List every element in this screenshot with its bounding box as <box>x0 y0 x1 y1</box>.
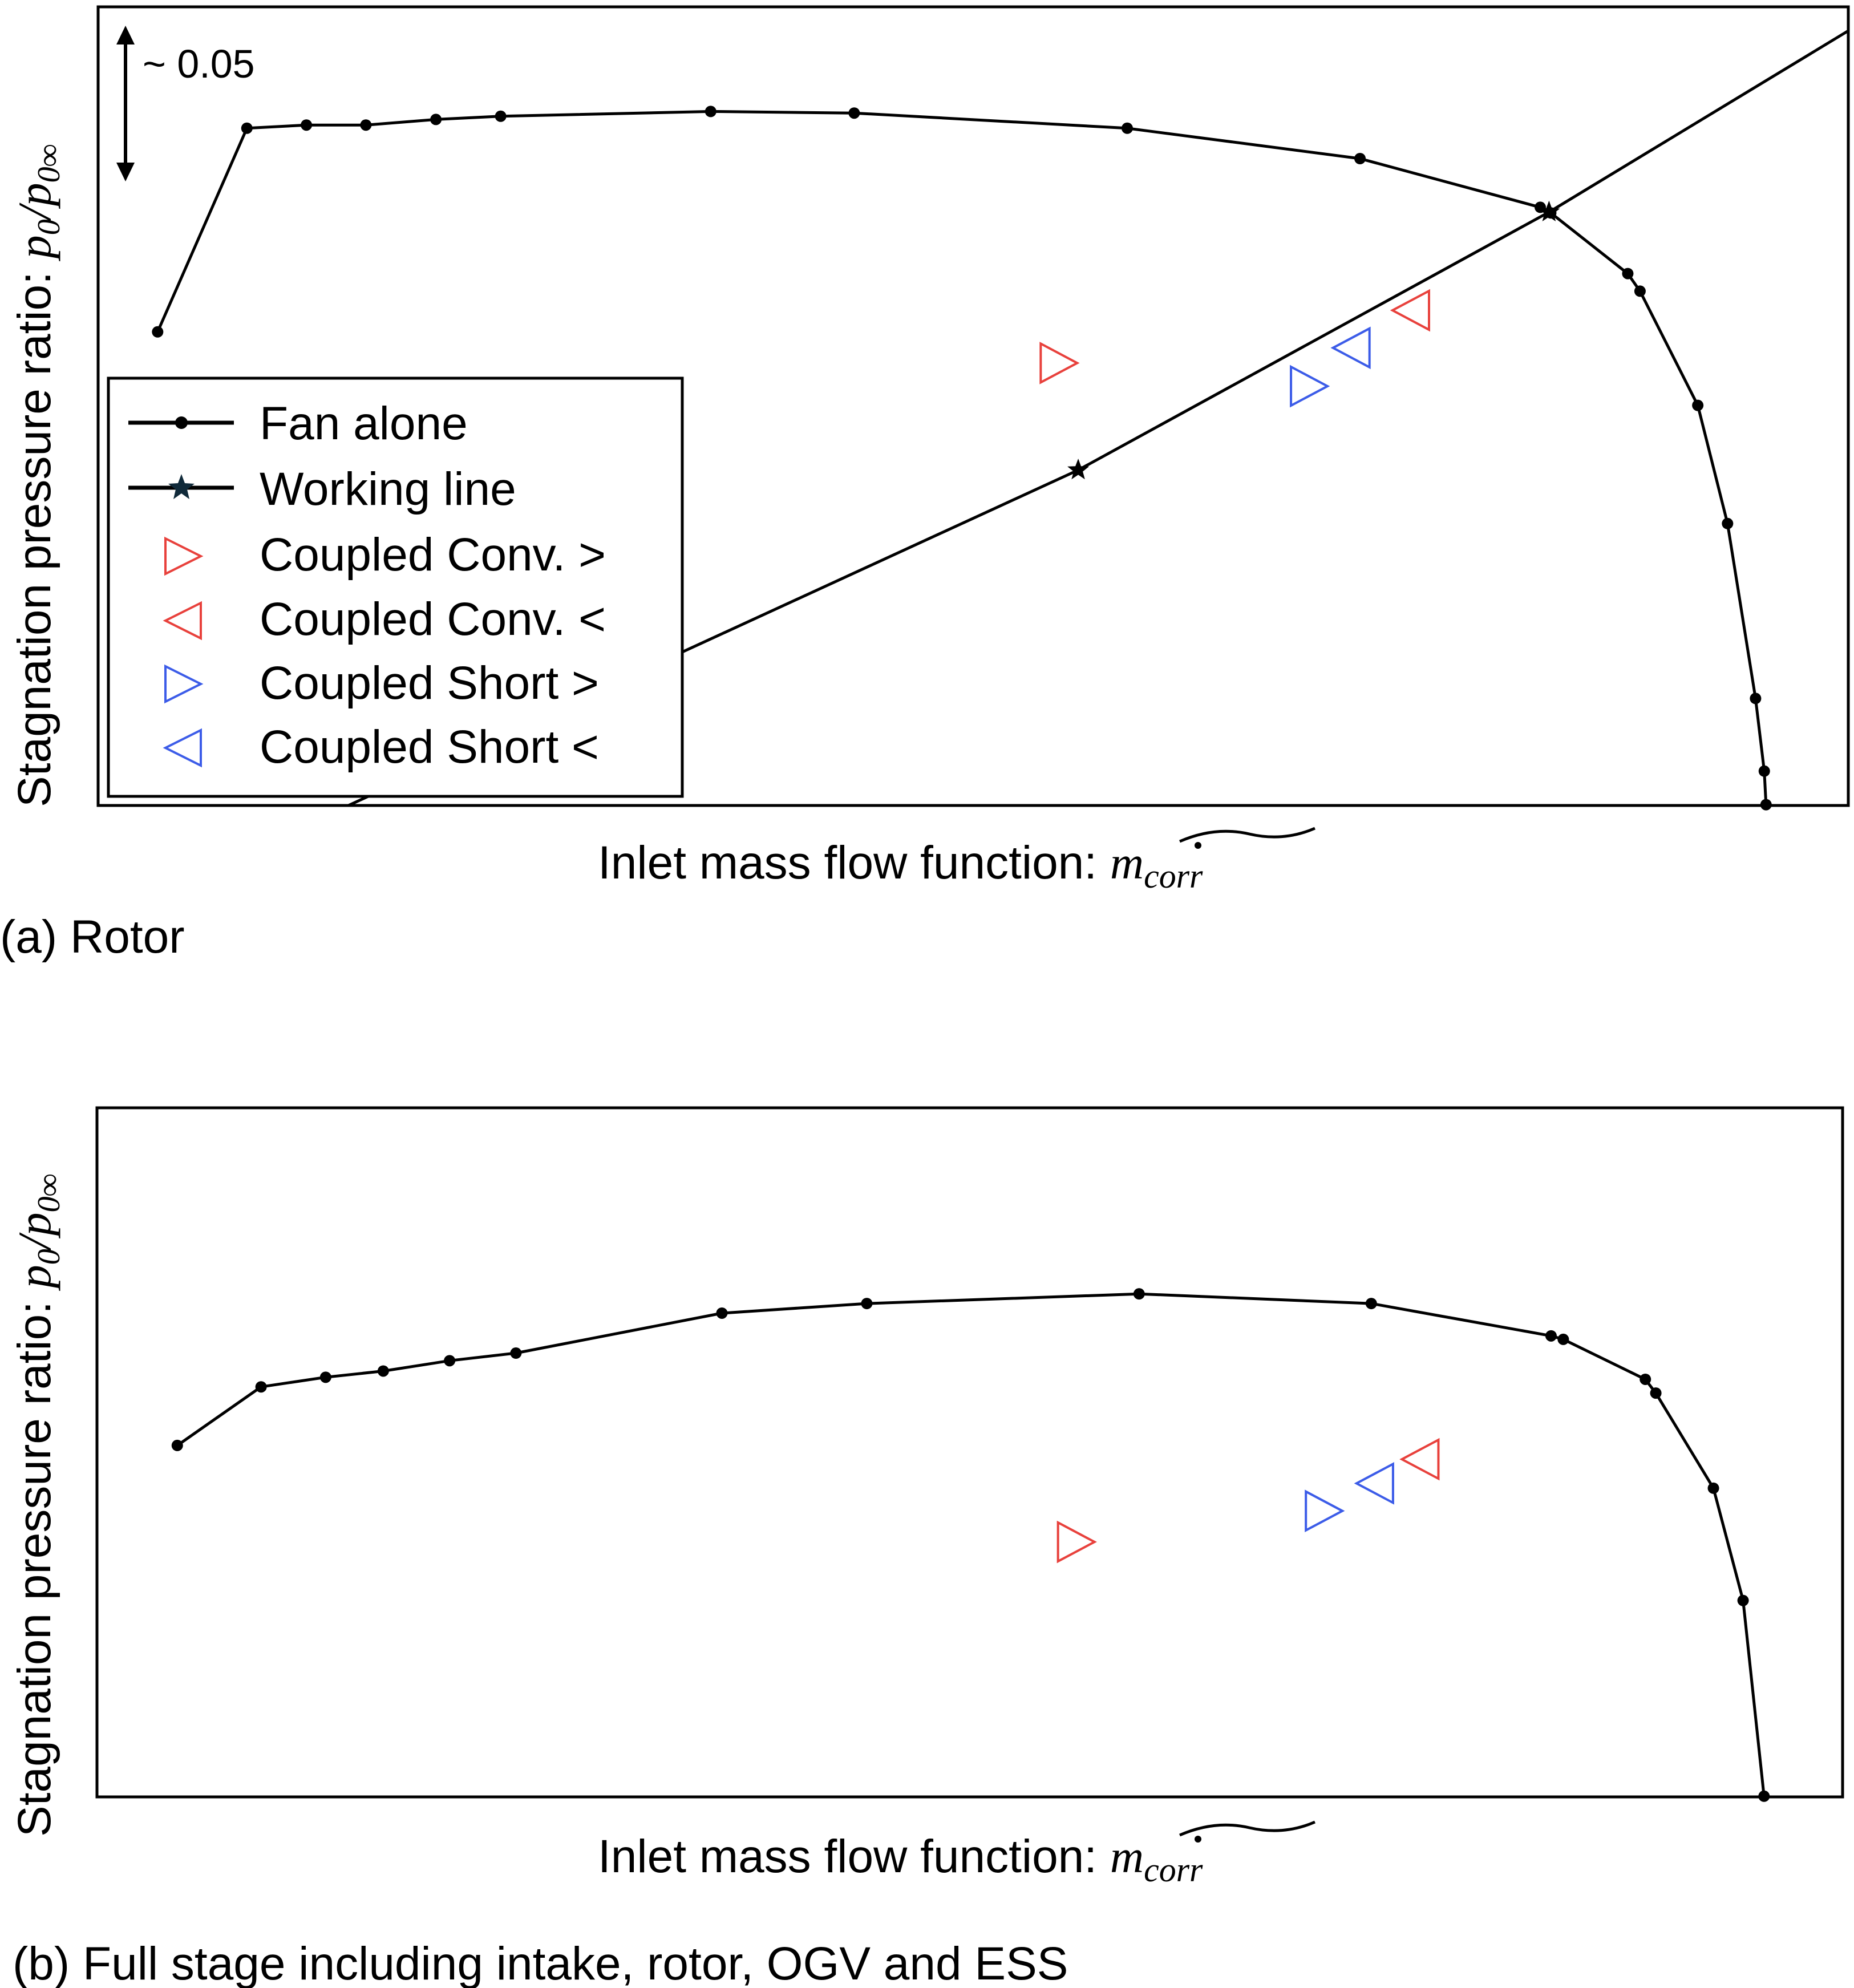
legend-label-coupled-conv-lt: Coupled Conv. < <box>260 593 606 645</box>
fan-alone-point <box>255 1381 267 1393</box>
working-line-star-point <box>1067 459 1090 480</box>
fan-alone-point <box>1133 1288 1145 1300</box>
scale-annotation: ~ 0.05 <box>116 26 255 181</box>
coupled-conv-gt-point <box>1039 342 1080 384</box>
fan-alone-point <box>1650 1387 1662 1399</box>
marks-b <box>171 1288 1770 1802</box>
legend-label-working-line: Working line <box>260 463 516 515</box>
legend-item-working-line: Working line <box>128 463 516 515</box>
y-axis-label-b: Stagnation pressure ratio: p0/p0∞ <box>9 1174 67 1837</box>
fan-alone-point <box>360 119 372 131</box>
coupled-short-gt-point <box>1290 365 1330 408</box>
fan-alone-point <box>705 106 716 118</box>
x-axis-label-tilde-b <box>1179 1820 1315 1837</box>
fan-alone-point <box>1692 399 1704 411</box>
fan-alone-point <box>1758 1790 1770 1802</box>
legend-label-coupled-short-gt: Coupled Short > <box>260 657 599 709</box>
legend-triangle-left-conv <box>163 601 202 641</box>
fan-alone-point <box>1622 268 1634 280</box>
fan-alone-point <box>241 122 253 134</box>
panel-a-rotor: ~ 0.05 Fan alone Working line Coupled Co… <box>0 5 1850 963</box>
fan-alone-point <box>377 1365 389 1377</box>
fan-alone-point <box>510 1347 522 1359</box>
scale-annotation-text: ~ 0.05 <box>143 42 255 86</box>
fan-alone-line <box>176 1292 1766 1797</box>
legend-item-coupled-conv-gt: Coupled Conv. > <box>164 529 606 581</box>
fan-alone-point <box>444 1355 456 1367</box>
fan-alone-point <box>1737 1594 1749 1606</box>
coupled-conv-lt-point <box>1399 1438 1440 1481</box>
plot-frame-b <box>95 1106 1844 1799</box>
legend-dot-marker <box>175 416 188 429</box>
fan-alone-point <box>1750 693 1762 704</box>
legend-label-coupled-short-lt: Coupled Short < <box>260 721 599 773</box>
coupled-conv-lt-point <box>1390 289 1430 332</box>
fan-alone-point <box>1707 1482 1719 1494</box>
panel-b-full-stage: Stagnation pressure ratio: p0/p0∞ Inlet … <box>9 1106 1844 1988</box>
fan-alone-point <box>1758 765 1770 777</box>
y-axis-label-a: Stagnation pressure ratio: p0/p0∞ <box>9 144 67 808</box>
fan-alone-point <box>430 114 442 125</box>
fan-alone-point <box>301 119 313 131</box>
fan-alone-point <box>1545 1330 1557 1342</box>
plot-area-b <box>176 1292 1766 1797</box>
working-line-line <box>347 29 1848 805</box>
legend-star-marker <box>168 474 195 499</box>
x-axis-label-b: Inlet mass flow function: mcorr <box>598 1831 1203 1889</box>
fan-alone-point <box>716 1307 728 1319</box>
legend-item-fan-alone: Fan alone <box>128 398 468 450</box>
fan-alone-point <box>1634 285 1646 297</box>
fan-alone-point <box>1365 1298 1377 1310</box>
x-axis-label-dot-b <box>1195 1836 1201 1843</box>
legend-item-coupled-short-lt: Coupled Short < <box>163 721 599 773</box>
coupled-short-lt-point <box>1354 1462 1394 1505</box>
fan-alone-point <box>861 1298 873 1310</box>
fan-alone-point <box>495 110 507 122</box>
fan-alone-point <box>1557 1333 1569 1345</box>
fan-alone-point <box>1760 799 1772 811</box>
caption-b: (b) Full stage including intake, rotor, … <box>13 1938 1068 1988</box>
plot-frame-a <box>96 5 1850 807</box>
legend-item-coupled-conv-lt: Coupled Conv. < <box>163 593 606 645</box>
fan-alone-point <box>319 1371 331 1383</box>
legend: Fan alone Working line Coupled Conv. > C… <box>107 376 684 798</box>
coupled-short-gt-point <box>1305 1489 1345 1533</box>
x-axis-label-a: Inlet mass flow function: mcorr <box>598 837 1203 895</box>
legend-label-coupled-conv-gt: Coupled Conv. > <box>260 529 606 581</box>
working-line-star-point <box>1538 200 1560 221</box>
caption-a: (a) Rotor <box>0 911 185 963</box>
legend-triangle-right-conv <box>164 536 204 576</box>
fan-alone-point <box>171 1439 183 1451</box>
fan-alone-point <box>1121 122 1133 134</box>
coupled-short-lt-point <box>1330 326 1371 370</box>
x-axis-label-tilde-a <box>1179 827 1315 843</box>
fan-alone-point <box>1354 153 1366 164</box>
fan-alone-point <box>848 107 860 119</box>
legend-frame <box>107 376 684 798</box>
legend-label-fan-alone: Fan alone <box>260 398 468 450</box>
x-axis-label-dot-a <box>1195 842 1201 849</box>
fan-alone-point <box>1640 1373 1651 1385</box>
fan-alone-point <box>152 326 164 338</box>
legend-triangle-left-short <box>163 728 202 768</box>
marks-a <box>152 106 1772 811</box>
coupled-conv-gt-point <box>1056 1520 1097 1564</box>
legend-item-coupled-short-gt: Coupled Short > <box>164 657 599 709</box>
legend-triangle-right-short <box>164 664 204 704</box>
fan-alone-point <box>1722 517 1734 529</box>
